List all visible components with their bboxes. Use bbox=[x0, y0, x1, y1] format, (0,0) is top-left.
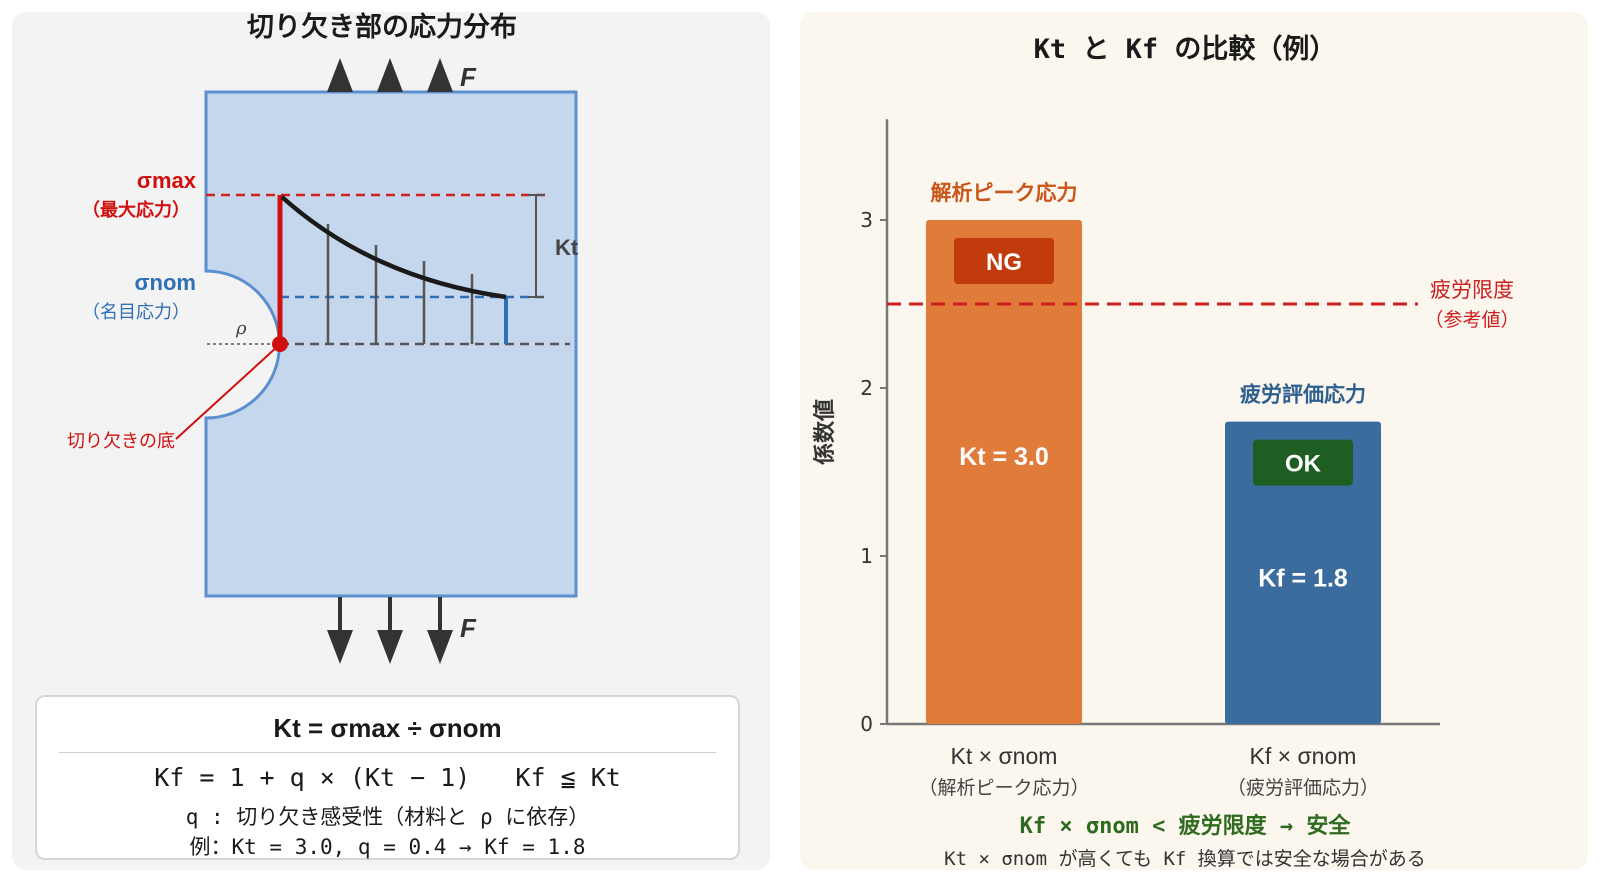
x-tick-sublabel: （解析ピーク応力） bbox=[918, 777, 1089, 799]
force-label-bottom: F bbox=[460, 613, 477, 643]
sigma-nom-sublabel: （名目応力） bbox=[82, 302, 190, 323]
example-calculation: 例：Kt = 3.0, q = 0.4 → Kf = 1.8 bbox=[189, 835, 586, 859]
sigma-max-label: σmax bbox=[137, 168, 197, 193]
y-tick-label: 0 bbox=[860, 712, 873, 736]
y-tick-label: 1 bbox=[860, 544, 873, 568]
fatigue-limit-label: 疲労限度 bbox=[1430, 278, 1514, 302]
formula-box: Kt = σmax ÷ σnom Kf = 1 + q × (Kt − 1) K… bbox=[35, 695, 740, 860]
bar-2 bbox=[1225, 421, 1381, 724]
y-tick-label: 2 bbox=[860, 376, 873, 400]
formula-title: Kt = σmax ÷ σnom bbox=[273, 713, 502, 743]
badge-text: OK bbox=[1285, 451, 1322, 478]
force-arrows-top bbox=[327, 58, 453, 92]
chart-title: Kt と Kf の比較（例） bbox=[1034, 33, 1337, 65]
badge-ok bbox=[1253, 439, 1353, 486]
stress-decay-curve bbox=[280, 195, 507, 300]
force-label-top: F bbox=[460, 62, 477, 92]
rho-label: ρ bbox=[235, 318, 247, 339]
footer-main: Kf × σnom < 疲労限度 → 安全 bbox=[1020, 813, 1352, 839]
notch-root-leader bbox=[175, 345, 279, 440]
footer-note: Kt × σnom が高くても Kf 換算では安全な場合がある bbox=[944, 848, 1426, 870]
diagram-title: 切り欠き部の応力分布 bbox=[247, 11, 517, 42]
q-definition: q : 切り欠き感受性（材料と ρ に依存） bbox=[185, 805, 590, 829]
sigma-max-sublabel: （最大応力） bbox=[82, 199, 190, 221]
formula-divider bbox=[59, 752, 716, 753]
notch-root-label: 切り欠きの底 bbox=[67, 431, 175, 452]
kt-label: Kt bbox=[555, 235, 579, 260]
badge-ng bbox=[954, 238, 1054, 284]
x-tick-label: Kt × σnom bbox=[951, 743, 1058, 769]
kt-bracket bbox=[528, 194, 544, 298]
kf-formula: Kf = 1 + q × (Kt − 1) Kf ≦ Kt bbox=[154, 763, 621, 792]
bar-1 bbox=[926, 220, 1082, 724]
fatigue-limit-sublabel: （参考値） bbox=[1424, 309, 1519, 331]
badge-text: NG bbox=[986, 249, 1022, 276]
bar-top-label: 解析ピーク応力 bbox=[931, 181, 1078, 205]
x-tick-sublabel: （疲労評価応力） bbox=[1227, 777, 1379, 799]
sigma-nom-label: σnom bbox=[135, 270, 197, 295]
x-tick-label: Kf × σnom bbox=[1250, 743, 1357, 769]
bar-value-label: Kf = 1.8 bbox=[1258, 565, 1348, 593]
y-tick-label: 3 bbox=[860, 208, 873, 232]
force-arrows-bottom bbox=[327, 597, 453, 664]
y-axis-label: 係数値 bbox=[812, 399, 838, 465]
bar-value-label: Kt = 3.0 bbox=[959, 443, 1049, 471]
stress-diagram: 切り欠き部の応力分布 F F Kt bbox=[67, 11, 579, 664]
bar-top-label: 疲労評価応力 bbox=[1240, 383, 1366, 407]
